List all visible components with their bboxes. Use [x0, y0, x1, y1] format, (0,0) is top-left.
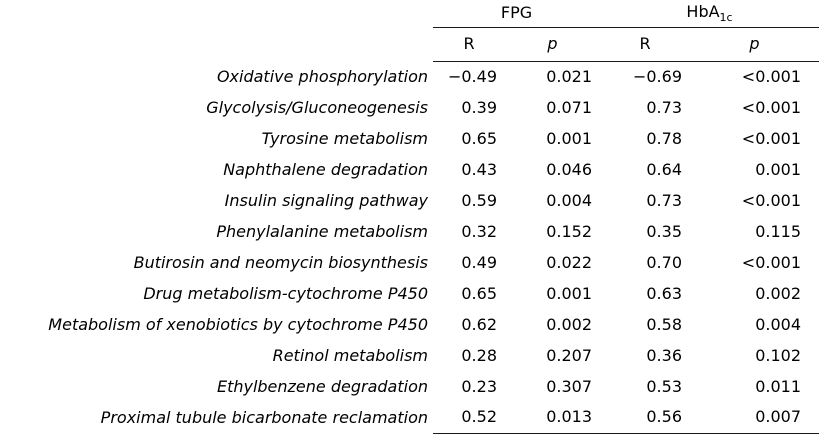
pathway-label: Naphthalene degradation	[223, 159, 428, 179]
hba1c-r-value: 0.53	[646, 376, 682, 396]
hba1c-p-value: 0.007	[690, 402, 819, 434]
pathway-label: Glycolysis/Gluconeogenesis	[206, 97, 428, 117]
table-row: Insulin signaling pathway 0.59 0.004 0.7…	[0, 185, 819, 216]
fpg-p-value: 0.207	[546, 345, 592, 365]
fpg-r-value: 0.43	[461, 159, 497, 179]
fpg-p-value: 0.071	[546, 97, 592, 117]
hba1c-p-value: 0.001	[755, 159, 801, 179]
fpg-p-value: 0.046	[546, 159, 592, 179]
hba1c-r-column-header: R	[600, 27, 690, 62]
fpg-r-value: 0.28	[461, 345, 497, 365]
pathway-label: Metabolism of xenobiotics by cytochrome …	[48, 314, 428, 334]
hba1c-label-subscript: 1c	[719, 10, 733, 24]
table-row: Tyrosine metabolism 0.65 0.001 0.78 <0.0…	[0, 123, 819, 154]
hba1c-r-value: 0.63	[646, 283, 682, 303]
pathway-label: Insulin signaling pathway	[224, 190, 428, 210]
hba1c-r-value: 0.73	[646, 97, 682, 117]
hba1c-p-value: <0.001	[741, 190, 801, 210]
table-row: Ethylbenzene degradation 0.23 0.307 0.53…	[0, 371, 819, 402]
pathway-label: Retinol metabolism	[272, 345, 428, 365]
fpg-r-value: 0.59	[461, 190, 497, 210]
hba1c-p-value: 0.115	[755, 221, 801, 241]
hba1c-group-header: HbA1c	[600, 0, 819, 28]
fpg-p-value: 0.152	[546, 221, 592, 241]
table-row: Metabolism of xenobiotics by cytochrome …	[0, 309, 819, 340]
fpg-p-value: 0.022	[546, 252, 592, 272]
hba1c-p-value: <0.001	[741, 97, 801, 117]
fpg-p-column-header: p	[505, 27, 600, 62]
hba1c-p-value: 0.011	[755, 376, 801, 396]
empty-corner-cell	[0, 0, 433, 27]
fpg-p-value: 0.004	[546, 190, 592, 210]
hba1c-r-value: 0.36	[646, 345, 682, 365]
pathway-label: Tyrosine metabolism	[261, 128, 428, 148]
fpg-group-header: FPG	[433, 0, 600, 28]
pathway-label: Drug metabolism-cytochrome P450	[143, 283, 428, 303]
group-header-row: FPG HbA1c	[0, 0, 819, 28]
hba1c-r-value: 0.73	[646, 190, 682, 210]
table-row: Drug metabolism-cytochrome P450 0.65 0.0…	[0, 278, 819, 309]
fpg-r-value: 0.23	[461, 376, 497, 396]
table-row: Proximal tubule bicarbonate reclamation …	[0, 402, 819, 434]
hba1c-r-value: 0.78	[646, 128, 682, 148]
table-row: Phenylalanine metabolism 0.32 0.152 0.35…	[0, 216, 819, 247]
hba1c-p-column-header: p	[690, 27, 819, 62]
hba1c-label-main: HbA	[686, 1, 720, 21]
fpg-r-value: 0.62	[461, 314, 497, 334]
table-row: Naphthalene degradation 0.43 0.046 0.64 …	[0, 154, 819, 185]
fpg-p-value: 0.001	[546, 128, 592, 148]
empty-corner-cell	[0, 27, 433, 61]
fpg-p-value: 0.001	[546, 283, 592, 303]
fpg-r-value: 0.52	[433, 402, 505, 434]
fpg-r-value: 0.32	[461, 221, 497, 241]
pathway-label: Oxidative phosphorylation	[216, 66, 428, 86]
hba1c-p-value: 0.004	[755, 314, 801, 334]
hba1c-r-value: 0.70	[646, 252, 682, 272]
hba1c-p-value: <0.001	[741, 128, 801, 148]
fpg-p-value: 0.002	[546, 314, 592, 334]
hba1c-r-value: 0.56	[600, 402, 690, 434]
fpg-r-column-header: R	[433, 27, 505, 62]
fpg-r-value: 0.49	[461, 252, 497, 272]
hba1c-r-value: 0.64	[646, 159, 682, 179]
sub-header-row: R p R p	[0, 27, 819, 62]
pathway-label: Butirosin and neomycin biosynthesis	[133, 252, 428, 272]
fpg-r-value: 0.65	[461, 128, 497, 148]
hba1c-p-value: 0.102	[755, 345, 801, 365]
pathway-label: Phenylalanine metabolism	[216, 221, 428, 241]
hba1c-p-value: <0.001	[741, 252, 801, 272]
fpg-r-value: 0.65	[461, 283, 497, 303]
table-row: Butirosin and neomycin biosynthesis 0.49…	[0, 247, 819, 278]
fpg-p-value: 0.021	[546, 66, 592, 86]
table-row: Glycolysis/Gluconeogenesis 0.39 0.071 0.…	[0, 92, 819, 123]
table-row: Retinol metabolism 0.28 0.207 0.36 0.102	[0, 340, 819, 371]
hba1c-p-value: <0.001	[741, 66, 801, 86]
fpg-r-value: −0.49	[447, 66, 497, 86]
table-row: Oxidative phosphorylation −0.49 0.021 −0…	[0, 61, 819, 92]
fpg-p-value: 0.013	[505, 402, 600, 434]
hba1c-p-value: 0.002	[755, 283, 801, 303]
hba1c-r-value: 0.35	[646, 221, 682, 241]
hba1c-r-value: 0.58	[646, 314, 682, 334]
fpg-r-value: 0.39	[461, 97, 497, 117]
pathway-label: Proximal tubule bicarbonate reclamation	[100, 407, 428, 427]
pathway-label: Ethylbenzene degradation	[216, 376, 428, 396]
hba1c-r-value: −0.69	[632, 66, 682, 86]
fpg-p-value: 0.307	[546, 376, 592, 396]
